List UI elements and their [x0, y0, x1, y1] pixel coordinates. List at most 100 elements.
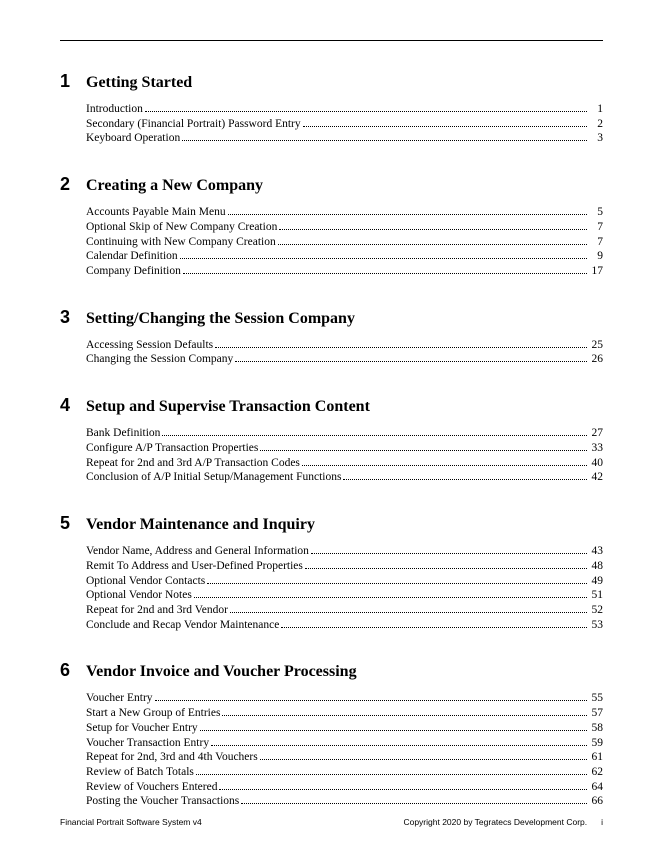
toc-entry: Accessing Session Defaults25 — [86, 338, 603, 353]
entry-title: Keyboard Operation — [86, 131, 180, 146]
chapter-title: Vendor Invoice and Voucher Processing — [86, 663, 357, 681]
chapter-number: 1 — [60, 71, 82, 92]
leader-dots — [145, 111, 587, 112]
entry-title: Conclusion of A/P Initial Setup/Manageme… — [86, 470, 341, 485]
leader-dots — [228, 214, 587, 215]
page-footer: Financial Portrait Software System v4 Co… — [60, 817, 603, 827]
entry-page: 3 — [589, 131, 603, 146]
leader-dots — [219, 789, 587, 790]
entry-title: Review of Vouchers Entered — [86, 780, 217, 795]
leader-dots — [281, 627, 587, 628]
entry-title: Accounts Payable Main Menu — [86, 205, 226, 220]
leader-dots — [302, 465, 587, 466]
leader-dots — [305, 568, 587, 569]
entry-page: 26 — [589, 352, 603, 367]
entry-page: 33 — [589, 441, 603, 456]
chapter: 1Getting StartedIntroduction1Secondary (… — [60, 71, 603, 146]
entries: Introduction1Secondary (Financial Portra… — [86, 102, 603, 146]
entry-title: Accessing Session Defaults — [86, 338, 213, 353]
entry-title: Repeat for 2nd and 3rd A/P Transaction C… — [86, 456, 300, 471]
chapter-header: 4Setup and Supervise Transaction Content — [60, 395, 603, 416]
toc-entry: Voucher Transaction Entry59 — [86, 736, 603, 751]
leader-dots — [183, 273, 587, 274]
chapter-number: 2 — [60, 174, 82, 195]
leader-dots — [279, 229, 587, 230]
footer-left: Financial Portrait Software System v4 — [60, 817, 202, 827]
toc-entry: Repeat for 2nd, 3rd and 4th Vouchers61 — [86, 750, 603, 765]
chapter-title: Getting Started — [86, 74, 192, 92]
entry-page: 64 — [589, 780, 603, 795]
entry-title: Remit To Address and User-Defined Proper… — [86, 559, 303, 574]
leader-dots — [241, 803, 587, 804]
entries: Accessing Session Defaults25Changing the… — [86, 338, 603, 367]
toc-entry: Setup for Voucher Entry 58 — [86, 721, 603, 736]
entry-page: 9 — [589, 249, 603, 264]
leader-dots — [222, 715, 587, 716]
toc-entry: Repeat for 2nd and 3rd Vendor52 — [86, 603, 603, 618]
leader-dots — [303, 126, 587, 127]
footer-copyright: Copyright 2020 by Tegratecs Development … — [403, 817, 587, 827]
entry-page: 7 — [589, 220, 603, 235]
leader-dots — [200, 730, 587, 731]
toc-entry: Accounts Payable Main Menu 5 — [86, 205, 603, 220]
toc-entry: Conclusion of A/P Initial Setup/Manageme… — [86, 470, 603, 485]
entries: Vendor Name, Address and General Informa… — [86, 544, 603, 632]
entry-page: 51 — [589, 588, 603, 603]
entry-page: 59 — [589, 736, 603, 751]
entry-page: 58 — [589, 721, 603, 736]
entry-title: Optional Vendor Contacts — [86, 574, 205, 589]
entry-page: 5 — [589, 205, 603, 220]
entry-page: 62 — [589, 765, 603, 780]
entry-title: Introduction — [86, 102, 143, 117]
chapter-title: Vendor Maintenance and Inquiry — [86, 516, 315, 534]
entry-page: 48 — [589, 559, 603, 574]
entry-page: 40 — [589, 456, 603, 471]
leader-dots — [311, 553, 587, 554]
chapter: 6Vendor Invoice and Voucher Processing Vo… — [60, 660, 603, 809]
leader-dots — [182, 140, 587, 141]
leader-dots — [211, 745, 587, 746]
chapter: 4Setup and Supervise Transaction Content… — [60, 395, 603, 485]
toc-entry: Bank Definition27 — [86, 426, 603, 441]
toc-entry: Review of Vouchers Entered 64 — [86, 780, 603, 795]
leader-dots — [235, 361, 587, 362]
entry-title: Repeat for 2nd, 3rd and 4th Vouchers — [86, 750, 258, 765]
toc-entry: Vendor Name, Address and General Informa… — [86, 544, 603, 559]
chapter-header: 2Creating a New Company — [60, 174, 603, 195]
entry-title: Changing the Session Company — [86, 352, 233, 367]
leader-dots — [343, 479, 587, 480]
leader-dots — [155, 700, 587, 701]
toc-entry: Keyboard Operation 3 — [86, 131, 603, 146]
chapter: 2Creating a New Company Accounts Payable … — [60, 174, 603, 279]
leader-dots — [260, 759, 587, 760]
toc-entry: Company Definition17 — [86, 264, 603, 279]
toc-entry: Repeat for 2nd and 3rd A/P Transaction C… — [86, 456, 603, 471]
entry-page: 1 — [589, 102, 603, 117]
entry-page: 52 — [589, 603, 603, 618]
leader-dots — [207, 583, 587, 584]
entries: Bank Definition27Configure A/P Transacti… — [86, 426, 603, 485]
toc-entry: Calendar Definition9 — [86, 249, 603, 264]
chapter-header: 6Vendor Invoice and Voucher Processing — [60, 660, 603, 681]
entry-title: Continuing with New Company Creation — [86, 235, 276, 250]
entry-title: Vendor Name, Address and General Informa… — [86, 544, 309, 559]
toc-entry: Posting the Voucher Transactions66 — [86, 794, 603, 809]
entry-title: Setup for Voucher Entry — [86, 721, 198, 736]
entries: Voucher Entry55Start a New Group of Entr… — [86, 691, 603, 809]
leader-dots — [194, 597, 587, 598]
toc-entry: Optional Skip of New Company Creation7 — [86, 220, 603, 235]
entry-page: 57 — [589, 706, 603, 721]
leader-dots — [196, 774, 587, 775]
entry-page: 42 — [589, 470, 603, 485]
leader-dots — [230, 612, 587, 613]
entry-page: 53 — [589, 618, 603, 633]
chapter-title: Setting/Changing the Session Company — [86, 310, 355, 328]
chapter-header: 1Getting Started — [60, 71, 603, 92]
entry-page: 55 — [589, 691, 603, 706]
entries: Accounts Payable Main Menu 5Optional Skip… — [86, 205, 603, 279]
toc-entry: Conclude and Recap Vendor Maintenance53 — [86, 618, 603, 633]
entry-title: Review of Batch Totals — [86, 765, 194, 780]
entry-title: Configure A/P Transaction Properties — [86, 441, 258, 456]
toc-entry: Review of Batch Totals 62 — [86, 765, 603, 780]
document-page: 1Getting StartedIntroduction1Secondary (… — [0, 0, 663, 851]
